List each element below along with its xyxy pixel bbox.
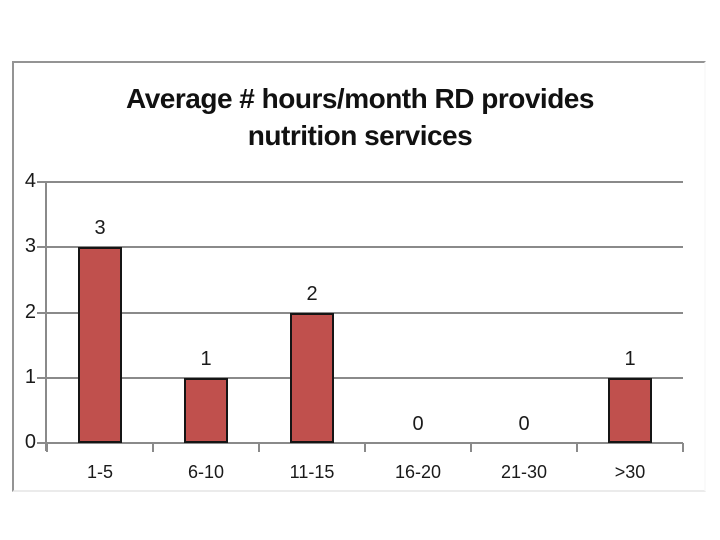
gridline — [37, 311, 683, 314]
bar-value-label: 1 — [200, 347, 212, 370]
x-tick-mark — [682, 443, 684, 452]
x-tick-mark — [152, 443, 154, 452]
y-tick-label: 1 — [24, 365, 36, 388]
y-tick-label: 0 — [24, 431, 36, 453]
x-category-label: 16-20 — [394, 462, 442, 482]
x-category-label: 21-30 — [500, 462, 548, 482]
x-category-label: >30 — [614, 462, 646, 482]
x-category-label: 1-5 — [86, 462, 113, 482]
bar-value-label: 0 — [518, 413, 530, 435]
x-category-label: 6-10 — [187, 462, 225, 482]
y-tick-label: 3 — [24, 235, 36, 258]
x-axis-line — [37, 442, 683, 444]
x-tick-mark — [576, 443, 578, 452]
chart-title-line-2: nutrition services — [247, 120, 473, 151]
bar — [290, 312, 334, 443]
gridline — [37, 181, 683, 183]
chart-title-line-1: Average # hours/month RD provides — [126, 83, 594, 114]
bar-value-label: 0 — [412, 413, 424, 435]
x-tick-mark — [258, 443, 260, 452]
bar — [78, 247, 122, 443]
chart-title: Average # hours/month RD provides nutrit… — [13, 80, 707, 154]
chart-frame — [12, 61, 706, 492]
gridline — [37, 246, 683, 249]
bar — [184, 377, 228, 443]
y-tick-label: 2 — [24, 300, 36, 323]
x-tick-mark — [46, 443, 48, 452]
x-tick-mark — [470, 443, 472, 452]
y-axis-line — [45, 182, 47, 451]
bar — [608, 377, 652, 443]
y-tick-label: 4 — [24, 170, 36, 192]
bar-value-label: 3 — [94, 217, 106, 240]
x-tick-mark — [364, 443, 366, 452]
x-category-label: 11-15 — [289, 462, 335, 482]
bar-value-label: 1 — [624, 347, 636, 370]
bar-value-label: 2 — [306, 282, 318, 305]
gridline — [37, 376, 683, 379]
